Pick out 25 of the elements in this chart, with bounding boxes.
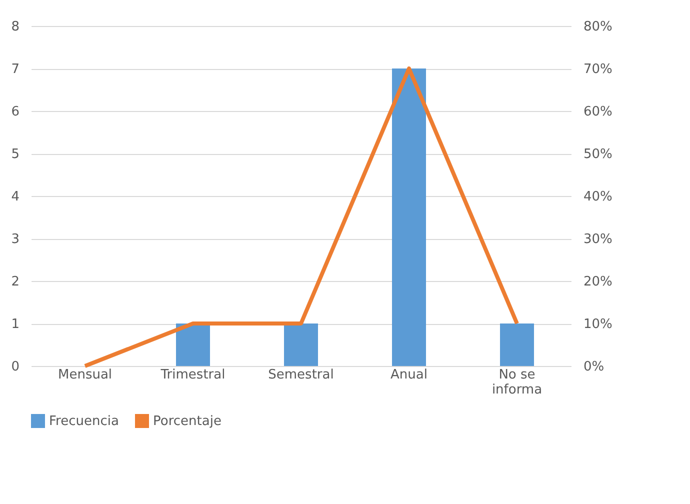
y2-tick-label: 80%: [584, 20, 612, 34]
y-tick-label: 4: [11, 190, 20, 204]
y2-tick-label: 70%: [584, 62, 612, 77]
y2-tick-label: 10%: [584, 317, 612, 332]
x-tick-label: Semestral: [268, 368, 334, 382]
x-tick-label: Mensual: [58, 368, 112, 382]
y2-tick-label: 60%: [584, 104, 612, 120]
y-tick-label: 2: [11, 274, 20, 290]
x-tick-label: Trimestral: [160, 368, 226, 382]
y2-tick-label: 0%: [584, 360, 604, 374]
y2-tick-label: 30%: [584, 232, 612, 247]
y-tick-label: 0: [11, 360, 20, 374]
y-tick-label: 8: [11, 20, 20, 34]
y2-tick-label: 40%: [584, 190, 612, 204]
y2-tick-label: 50%: [584, 147, 612, 162]
y-tick-label: 1: [11, 317, 20, 332]
y-tick-label: 7: [11, 62, 20, 77]
y-tick-label: 5: [11, 147, 20, 162]
x-tick-label: Anual: [390, 368, 428, 382]
y-tick-label: 6: [11, 104, 20, 120]
legend-label: Frecuencia: [49, 414, 119, 429]
legend-label: Porcentaje: [153, 414, 222, 429]
y-tick-label: 3: [11, 232, 20, 247]
x-tick-label: No se informa: [492, 368, 542, 398]
y2-tick-label: 20%: [584, 274, 612, 290]
